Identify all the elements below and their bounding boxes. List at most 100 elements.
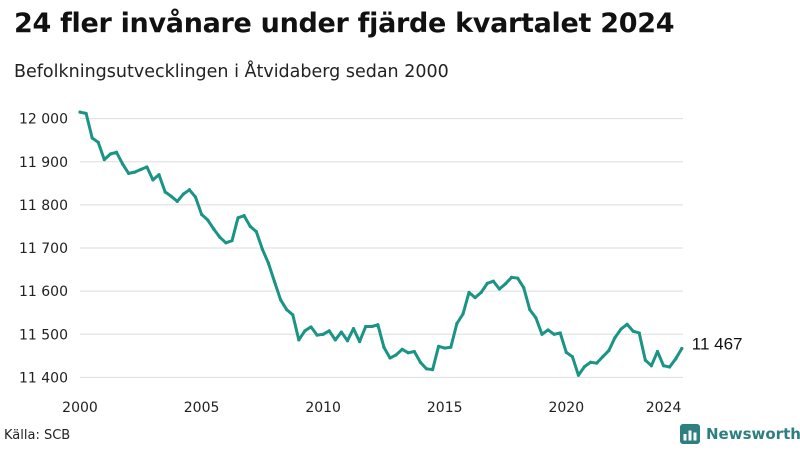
data-point — [327, 329, 331, 333]
data-point — [631, 329, 635, 333]
data-point — [108, 152, 112, 156]
data-point — [321, 332, 325, 336]
data-point — [582, 364, 587, 369]
data-point — [370, 324, 374, 329]
data-point — [364, 324, 368, 329]
y-tick-label: 11 800 — [19, 198, 68, 214]
data-point — [619, 327, 623, 331]
data-point — [655, 349, 660, 354]
line-chart: 11 400 11 500 11 600 11 700 11 800 11 900 12 0… — [19, 110, 743, 416]
data-point — [303, 329, 307, 333]
data-point — [661, 364, 666, 368]
data-point — [358, 339, 362, 344]
data-point — [114, 150, 119, 154]
data-point — [443, 346, 447, 350]
data-point — [552, 332, 556, 336]
x-tick-label: 2010 — [305, 400, 341, 416]
brand-name: Newsworthy — [706, 425, 800, 443]
data-point — [400, 347, 404, 351]
data-point — [467, 290, 471, 295]
data-point — [157, 173, 161, 177]
data-point — [534, 316, 538, 320]
data-point — [576, 373, 581, 377]
data-point — [485, 281, 489, 285]
end-label-layer: 11 467 — [692, 334, 743, 353]
data-point — [546, 328, 550, 332]
data-point — [649, 364, 653, 368]
data-point — [187, 188, 192, 192]
data-point — [266, 261, 271, 265]
data-point — [102, 157, 106, 162]
data-point — [637, 331, 641, 335]
data-point — [382, 345, 386, 349]
data-point — [503, 282, 508, 286]
source-note: Källa: SCB — [4, 428, 71, 443]
data-point — [339, 330, 343, 334]
data-point — [206, 218, 210, 222]
y-tick-label: 11 700 — [19, 241, 68, 257]
data-point — [315, 333, 319, 337]
x-tick-label: 2020 — [548, 400, 584, 416]
y-tick-label: 11 500 — [19, 327, 68, 343]
data-point — [224, 241, 228, 245]
data-point — [491, 279, 495, 283]
data-point — [461, 312, 465, 316]
y-tick-label: 11 900 — [19, 155, 68, 171]
data-point — [212, 227, 216, 231]
data-point — [516, 276, 520, 280]
data-point — [120, 162, 125, 166]
y-tick-label: 12 000 — [19, 112, 68, 128]
data-point — [297, 338, 301, 342]
chart-title: 24 fler invånare under fjärde kvartalet … — [14, 8, 675, 39]
data-point — [437, 344, 441, 348]
end-value-label: 11 467 — [692, 334, 743, 353]
data-point — [199, 212, 204, 216]
data-point — [236, 216, 240, 220]
data-point — [285, 308, 289, 312]
y-tick-label: 11 600 — [19, 284, 68, 300]
data-point — [607, 349, 611, 353]
data-point — [406, 351, 410, 355]
data-point — [418, 360, 423, 364]
data-point — [351, 327, 356, 331]
data-point — [376, 323, 380, 327]
data-point — [540, 332, 544, 336]
data-point — [248, 224, 252, 229]
data-point — [430, 368, 435, 372]
data-point — [78, 110, 82, 114]
data-point — [260, 247, 264, 251]
series-layer — [78, 110, 684, 377]
x-tick-label: 2015 — [427, 400, 463, 416]
data-point — [668, 365, 672, 369]
data-point — [127, 171, 131, 175]
data-point — [680, 346, 684, 351]
data-point — [570, 355, 574, 359]
x-axis-ticks: 2000 2005 2010 2015 2020 2024 — [62, 400, 681, 416]
x-tick-label: 2024 — [646, 400, 682, 416]
data-point — [163, 190, 167, 194]
data-point — [497, 287, 502, 291]
newsworthy-chart-logo-icon — [680, 424, 700, 444]
data-point — [625, 322, 629, 326]
data-point — [473, 295, 477, 300]
data-point — [291, 313, 295, 317]
data-point — [84, 111, 88, 116]
data-point — [272, 280, 277, 284]
y-tick-label: 11 400 — [19, 370, 68, 386]
brand-logo-link[interactable]: Newsworthy — [680, 424, 800, 444]
data-point — [613, 336, 617, 340]
x-tick-label: 2000 — [62, 400, 98, 416]
data-point — [595, 361, 599, 365]
data-point — [424, 367, 429, 371]
data-point — [449, 345, 453, 349]
chart-subtitle: Befolkningsutvecklingen i Åtvidaberg sed… — [14, 62, 449, 82]
data-point — [558, 331, 562, 335]
series-line — [78, 110, 684, 377]
data-point — [643, 358, 647, 362]
data-point — [139, 167, 143, 172]
data-point — [528, 308, 532, 312]
data-point — [169, 194, 173, 198]
data-point — [388, 356, 392, 360]
data-point — [333, 338, 337, 342]
data-point — [479, 290, 483, 295]
